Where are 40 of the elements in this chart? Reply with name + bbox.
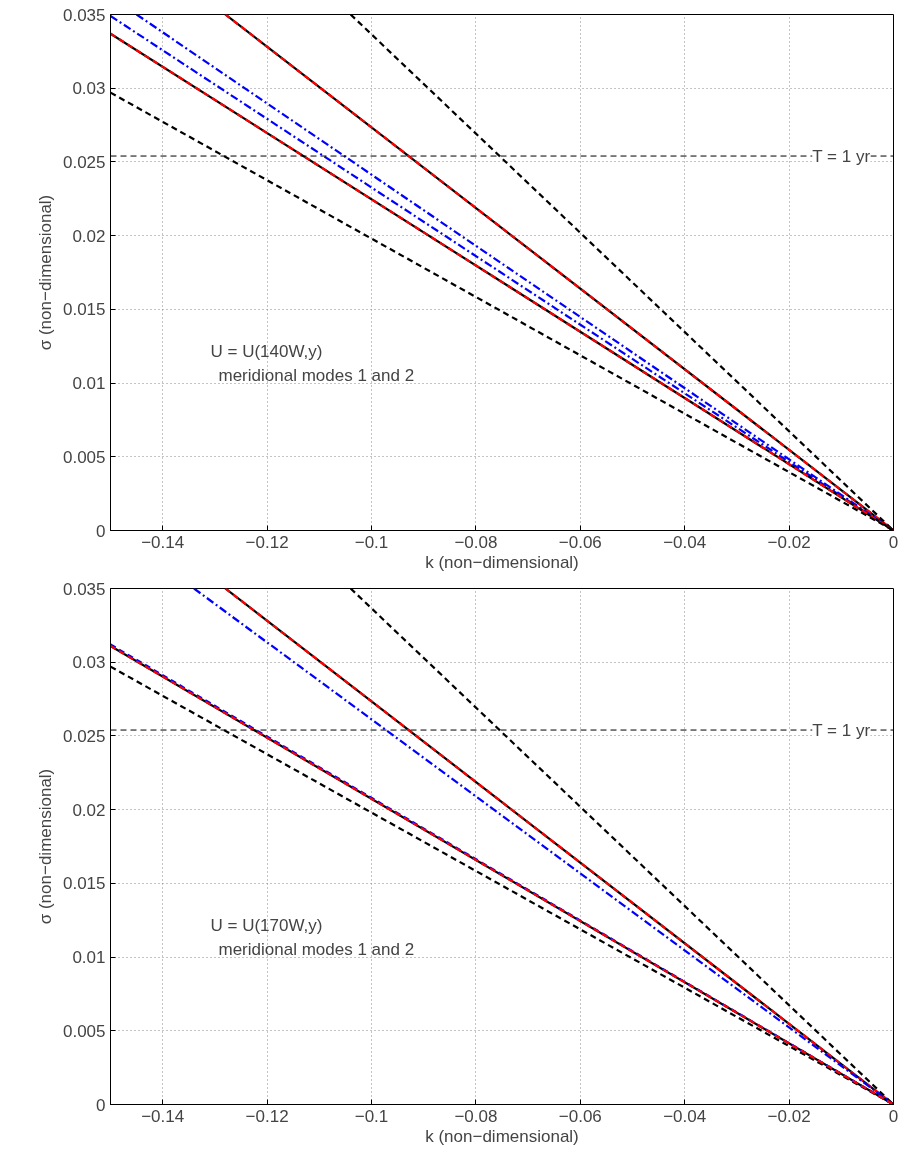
y-axis-title: σ (non−dimensional) <box>35 194 55 351</box>
x-tick-label: 0 <box>888 1106 899 1126</box>
y-tick-label: 0.015 <box>62 300 106 320</box>
annotation: U = U(140W,y) <box>210 341 323 361</box>
x-tick-label: −0.14 <box>141 1106 185 1126</box>
y-tick-label: 0.005 <box>62 447 106 467</box>
y-tick-label: 0.035 <box>62 5 106 25</box>
annotation: meridional modes 1 and 2 <box>218 365 415 385</box>
annotation: U = U(170W,y) <box>210 915 323 935</box>
y-tick-label: 0.015 <box>62 874 106 894</box>
y-tick-label: 0.025 <box>62 726 106 746</box>
x-axis-title: k (non−dimensional) <box>425 1126 579 1146</box>
y-tick-label: 0.03 <box>72 79 106 99</box>
x-tick-label: 0 <box>888 532 899 552</box>
y-tick-label: 0.02 <box>72 800 106 820</box>
x-tick-label: −0.08 <box>454 1106 498 1126</box>
y-tick-label: 0.02 <box>72 226 106 246</box>
x-tick-label: −0.04 <box>663 1106 707 1126</box>
x-tick-label: −0.02 <box>767 532 811 552</box>
x-tick-label: −0.12 <box>245 1106 289 1126</box>
x-tick-label: −0.06 <box>558 1106 602 1126</box>
x-tick-label: −0.1 <box>354 1106 389 1126</box>
y-tick-label: 0.025 <box>62 152 106 172</box>
y-tick-label: 0.01 <box>72 374 106 394</box>
annotation: T = 1 yr <box>812 146 871 166</box>
x-tick-label: −0.14 <box>141 532 185 552</box>
y-tick-label: 0.01 <box>72 948 106 968</box>
x-tick-label: −0.08 <box>454 532 498 552</box>
x-axis-title: k (non−dimensional) <box>425 552 579 572</box>
y-tick-label: 0.035 <box>62 579 106 599</box>
x-tick-label: −0.02 <box>767 1106 811 1126</box>
annotation: meridional modes 1 and 2 <box>218 939 415 959</box>
x-tick-label: −0.12 <box>245 532 289 552</box>
y-tick-label: 0.03 <box>72 653 106 673</box>
y-axis-title: σ (non−dimensional) <box>35 768 55 925</box>
x-tick-label: −0.04 <box>663 532 707 552</box>
annotation: T = 1 yr <box>812 720 871 740</box>
x-tick-label: −0.1 <box>354 532 389 552</box>
y-tick-label: 0.005 <box>62 1021 106 1041</box>
x-tick-label: −0.06 <box>558 532 602 552</box>
